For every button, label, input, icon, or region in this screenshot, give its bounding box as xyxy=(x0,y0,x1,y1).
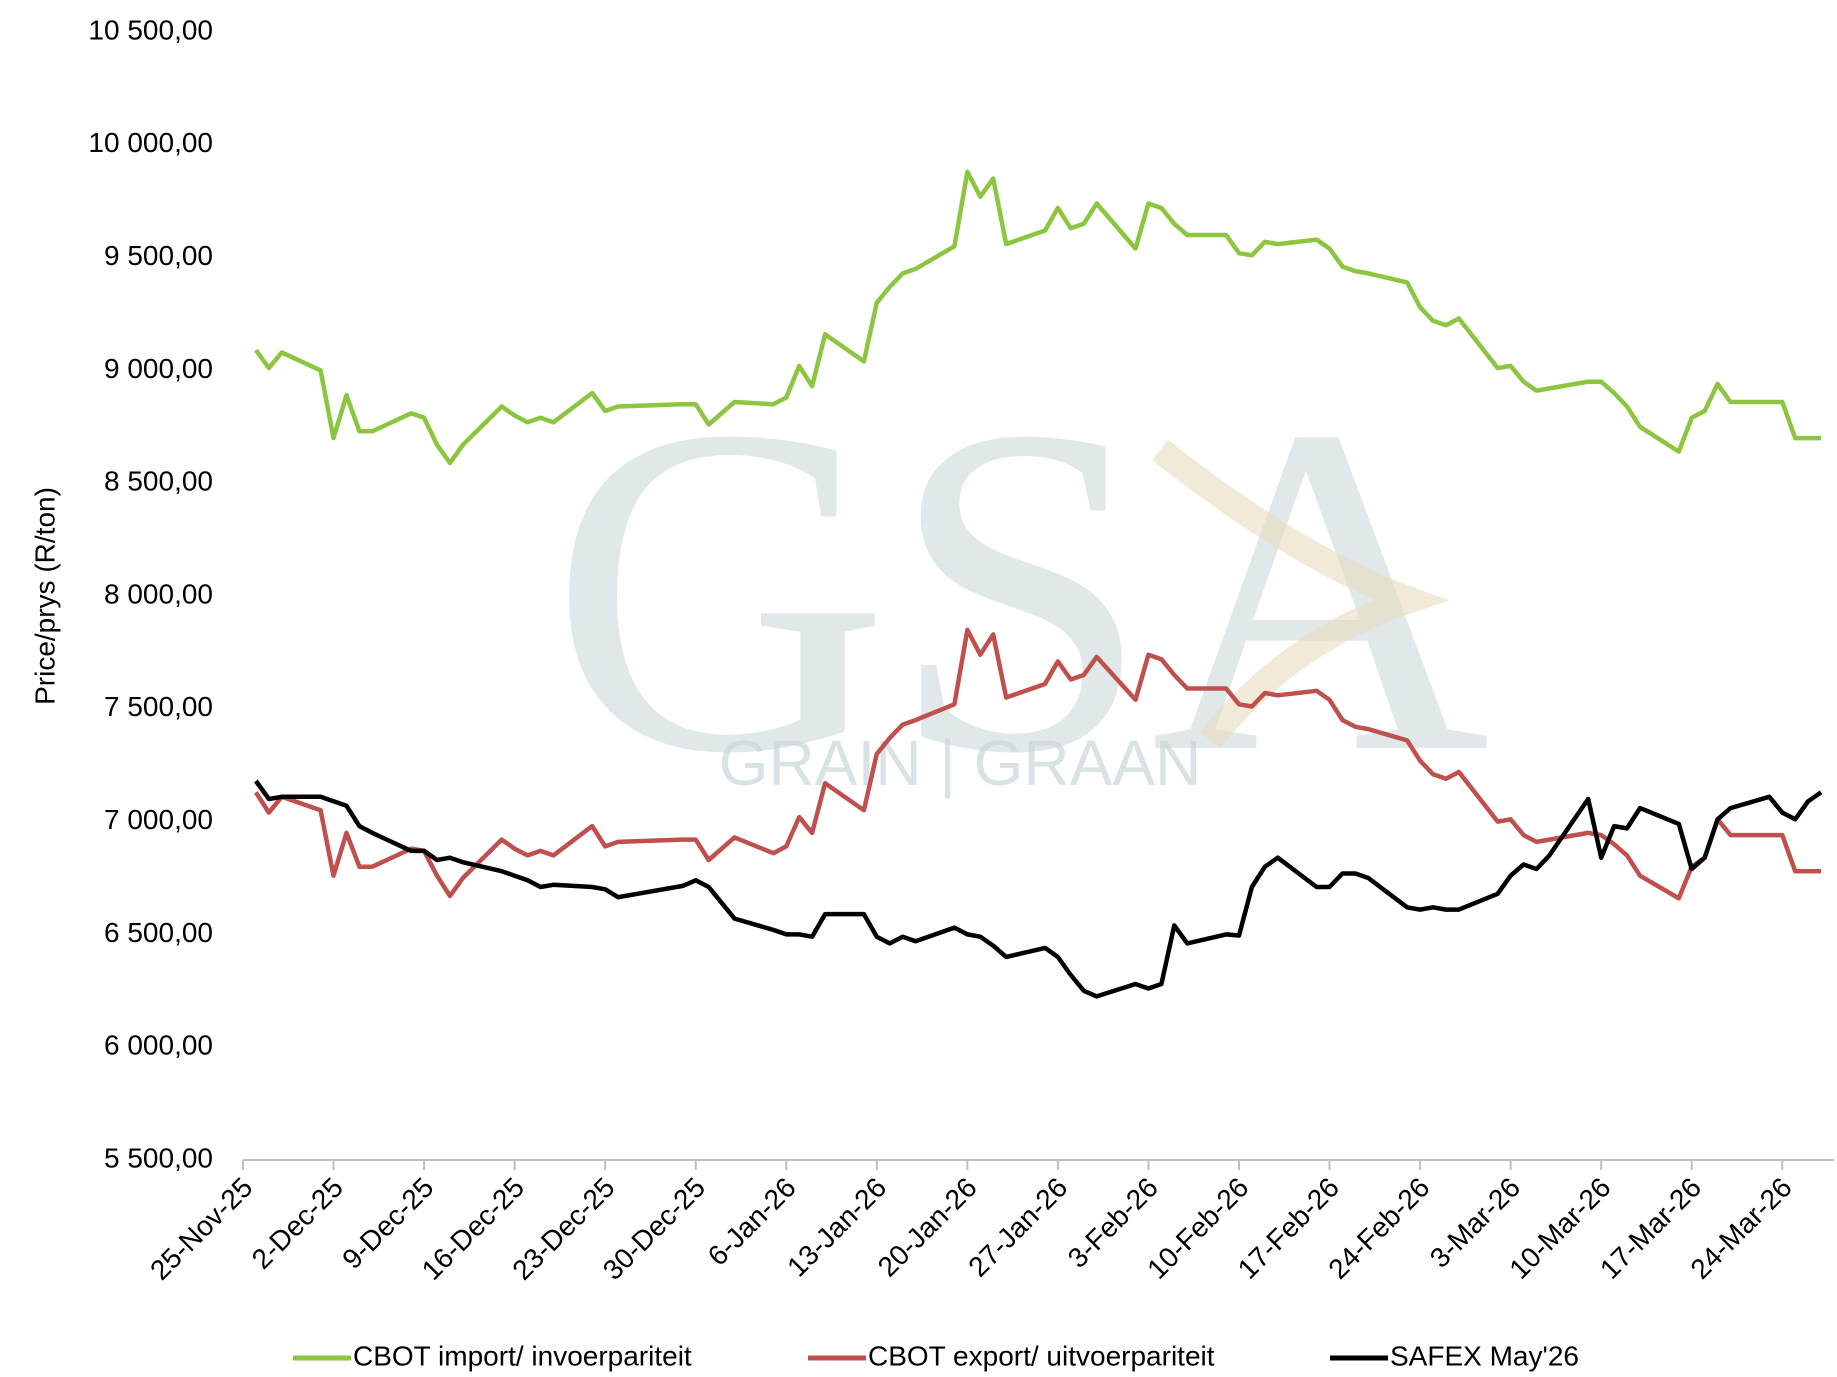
series-line xyxy=(254,779,1823,999)
y-tick-label: 8 000,00 xyxy=(104,578,213,609)
watermark-logo: GSA xyxy=(550,329,1490,850)
y-tick-label: 7 000,00 xyxy=(104,804,213,835)
watermark-text: GRAIN | GRAAN xyxy=(719,727,1201,799)
x-tick-label: 25-Nov-25 xyxy=(144,1172,258,1286)
y-tick-label: 7 500,00 xyxy=(104,691,213,722)
y-tick-label: 9 000,00 xyxy=(104,353,213,384)
legend-label: CBOT import/ invoerpariteit xyxy=(353,1340,692,1371)
y-tick-label: 10 500,00 xyxy=(88,14,213,45)
watermark-chevron xyxy=(1151,439,1450,749)
series-line xyxy=(254,169,1822,466)
x-tick-label: 2-Dec-25 xyxy=(246,1172,349,1275)
y-tick-label: 10 000,00 xyxy=(88,127,213,158)
legend-label: CBOT export/ uitvoerpariteit xyxy=(868,1340,1215,1371)
series-line xyxy=(254,627,1822,901)
y-tick-label: 6 000,00 xyxy=(104,1030,213,1061)
watermark: GSA GRAIN | GRAAN xyxy=(550,329,1490,850)
y-tick-label: 6 500,00 xyxy=(104,917,213,948)
y-axis-title: Price/prys (R/ton) xyxy=(29,487,60,705)
y-tick-label: 8 500,00 xyxy=(104,466,213,497)
legend-label: SAFEX May'26 xyxy=(1390,1340,1579,1371)
x-tick-label: 27-Jan-26 xyxy=(962,1172,1073,1283)
y-tick-label: 9 500,00 xyxy=(104,240,213,271)
y-tick-label: 5 500,00 xyxy=(104,1142,213,1173)
